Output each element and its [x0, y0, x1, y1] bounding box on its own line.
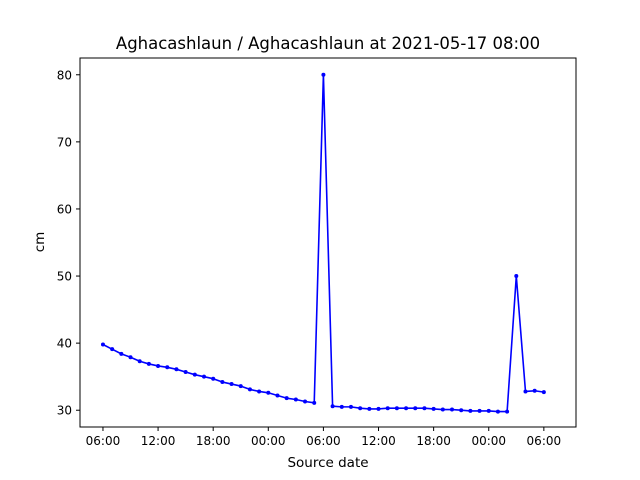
- x-tick-label: 12:00: [361, 434, 396, 448]
- data-point: [367, 406, 372, 411]
- data-point: [137, 359, 142, 364]
- data-point: [468, 408, 473, 413]
- data-point: [266, 390, 271, 395]
- data-point: [275, 393, 280, 398]
- data-point: [238, 384, 243, 389]
- data-point: [422, 406, 427, 411]
- data-point: [257, 389, 262, 394]
- data-point: [183, 369, 188, 374]
- data-point: [532, 388, 537, 393]
- data-point: [220, 380, 225, 385]
- data-point: [339, 404, 344, 409]
- data-point: [330, 404, 335, 409]
- x-tick-label: 18:00: [196, 434, 231, 448]
- data-point: [486, 408, 491, 413]
- x-tick-label: 00:00: [251, 434, 286, 448]
- data-point: [394, 406, 399, 411]
- data-point: [358, 406, 363, 411]
- axes-frame: [79, 57, 577, 428]
- data-point: [229, 382, 234, 387]
- data-point: [146, 361, 151, 366]
- data-point: [404, 406, 409, 411]
- chart-title: Aghacashlaun / Aghacashlaun at 2021-05-1…: [116, 34, 540, 53]
- x-axis: 06:00 12:00 18:00 00:00 06:00 12:00 18:00 00:00…: [86, 427, 561, 448]
- x-tick-label: 18:00: [416, 434, 451, 448]
- data-point: [110, 347, 115, 352]
- data-point: [431, 406, 436, 411]
- data-point: [523, 389, 528, 394]
- y-axis-label: cm: [32, 232, 48, 253]
- x-tick-label: 06:00: [86, 434, 121, 448]
- y-tick-label: 80: [57, 68, 72, 82]
- data-point: [303, 399, 308, 404]
- y-tick-label: 70: [57, 135, 72, 149]
- data-point: [348, 404, 353, 409]
- data-point: [514, 274, 519, 279]
- data-point: [321, 72, 326, 77]
- data-point: [495, 409, 500, 414]
- data-point: [459, 408, 464, 413]
- data-point: [100, 342, 105, 347]
- y-tick-label: 60: [57, 202, 72, 216]
- y-axis: 30 40 50 60 70 80: [57, 68, 80, 418]
- data-point: [450, 407, 454, 412]
- data-point: [128, 355, 133, 360]
- y-tick-label: 50: [57, 270, 72, 284]
- data-point: [385, 406, 390, 411]
- x-tick-label: 06:00: [527, 434, 562, 448]
- data-point: [211, 376, 216, 381]
- data-point: [541, 390, 546, 395]
- data-point: [156, 363, 161, 368]
- data-point: [247, 387, 252, 392]
- data-point: [119, 351, 124, 356]
- data-point: [293, 397, 298, 402]
- y-tick-label: 30: [57, 404, 72, 418]
- data-point: [376, 406, 381, 411]
- data-point: [192, 372, 197, 377]
- data-point: [413, 406, 418, 411]
- x-tick-label: 06:00: [306, 434, 341, 448]
- y-tick-label: 40: [57, 337, 72, 351]
- data-point: [284, 396, 289, 401]
- plot-area: [100, 72, 546, 414]
- data-point: [174, 367, 179, 372]
- data-point: [505, 409, 510, 414]
- data-point: [477, 408, 482, 413]
- data-point: [165, 365, 170, 370]
- data-point: [312, 400, 317, 405]
- x-axis-label: Source date: [287, 455, 368, 471]
- x-tick-label: 00:00: [471, 434, 506, 448]
- data-point: [202, 374, 206, 379]
- series-line: [102, 73, 544, 413]
- data-point: [440, 407, 445, 412]
- x-tick-label: 12:00: [141, 434, 176, 448]
